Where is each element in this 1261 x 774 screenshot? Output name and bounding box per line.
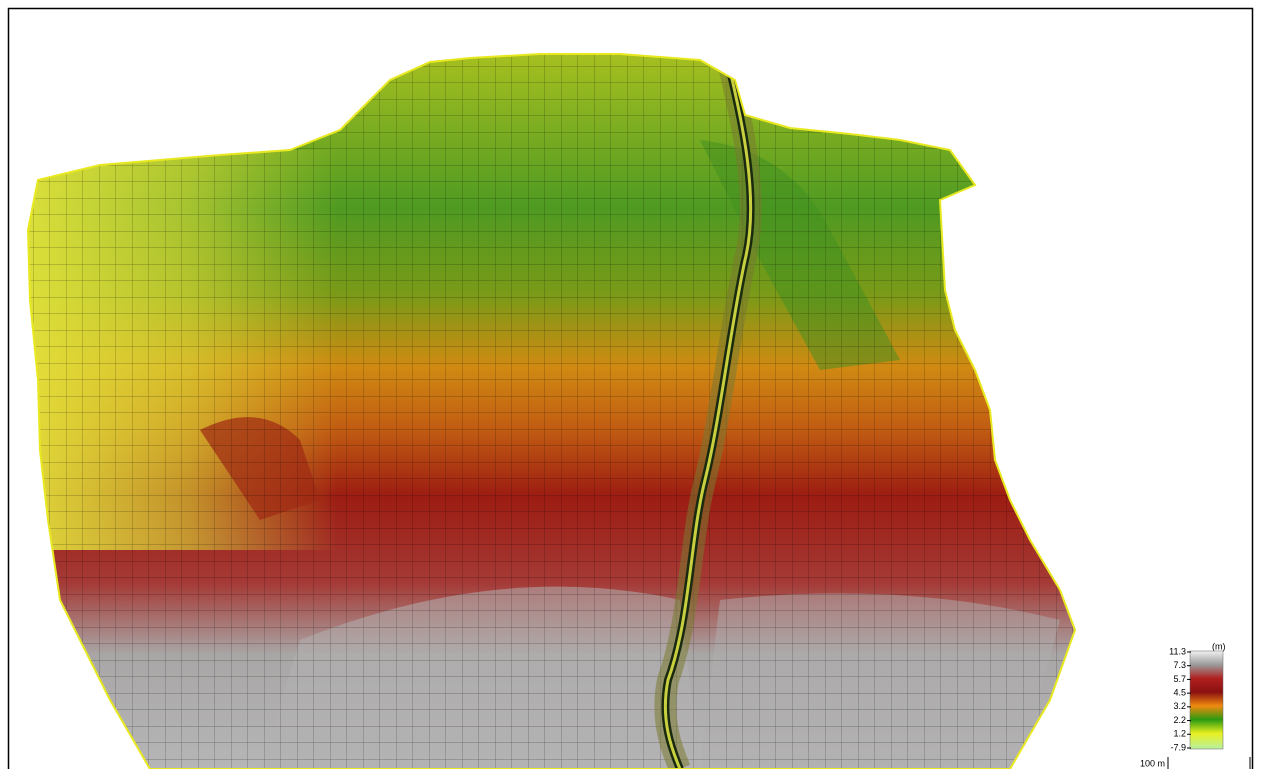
terrain bbox=[28, 54, 1075, 769]
scale-bar-label: 100 m bbox=[1140, 758, 1165, 768]
legend-label: 1.2 bbox=[1173, 729, 1186, 739]
legend-label: 3.2 bbox=[1173, 701, 1186, 711]
legend-label: 11.3 bbox=[1169, 646, 1186, 656]
legend-unit: (m) bbox=[1212, 641, 1226, 651]
legend: (m) 11.3 7.3 5.7 4.5 3.2 2.2 1.2 -7.9 bbox=[1169, 641, 1225, 752]
legend-label: 2.2 bbox=[1173, 715, 1186, 725]
legend-label: 4.5 bbox=[1173, 688, 1186, 698]
legend-colorbar bbox=[1189, 650, 1224, 750]
legend-label: -7.9 bbox=[1170, 742, 1186, 752]
scale-bar: 100 m bbox=[1140, 757, 1251, 769]
legend-label: 5.7 bbox=[1173, 674, 1186, 684]
legend-label: 7.3 bbox=[1173, 660, 1186, 670]
